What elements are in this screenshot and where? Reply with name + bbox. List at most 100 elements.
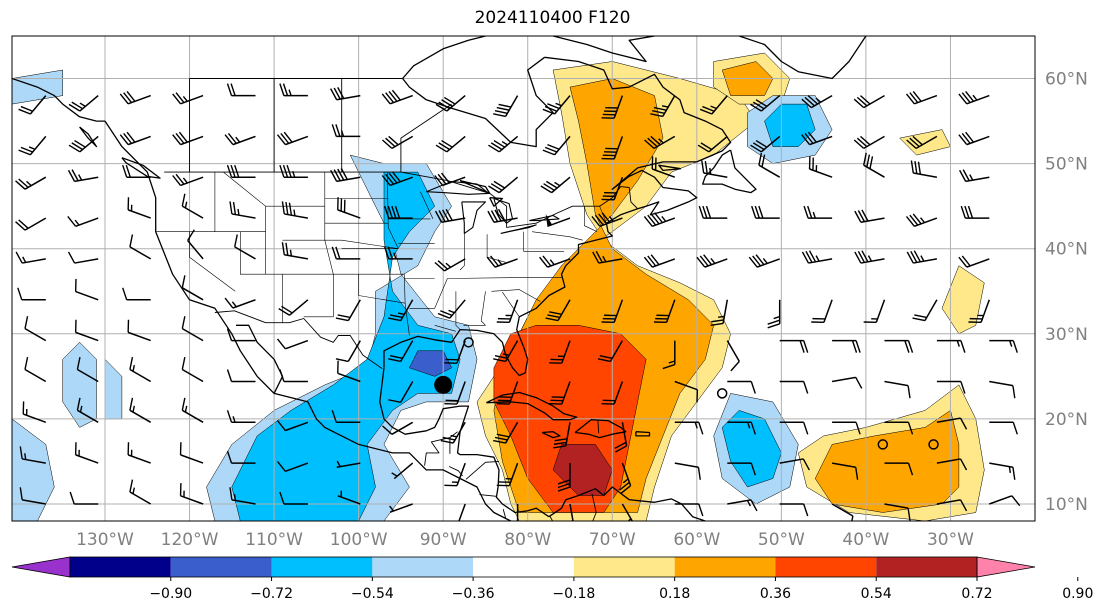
colorbar-segment <box>775 557 877 577</box>
wind-barb <box>591 212 623 228</box>
wind-barb <box>335 299 361 322</box>
coastline <box>635 431 651 437</box>
state-boundary <box>486 234 506 263</box>
colorbar-tick-label: 0.54 <box>861 586 892 602</box>
wind-barb <box>601 136 624 160</box>
wind-barb <box>549 340 571 364</box>
state-boundary <box>303 274 334 318</box>
wind-barb <box>989 462 1016 480</box>
wind-barb <box>337 360 361 383</box>
wind-barb <box>884 339 914 353</box>
wind-barb <box>391 462 414 480</box>
state-boundary <box>434 325 456 332</box>
state-boundary <box>387 172 399 249</box>
wind-barb <box>801 131 833 146</box>
wind-barb <box>549 381 571 405</box>
state-boundary <box>358 274 406 304</box>
wind-barb <box>553 422 571 449</box>
lake-outline <box>500 224 537 234</box>
wind-barb <box>234 234 256 260</box>
wind-barb <box>751 205 780 219</box>
wind-barb <box>726 340 740 372</box>
coastline <box>658 164 681 172</box>
wind-barb <box>281 242 309 260</box>
latitude-tick-label: 60°N <box>1045 70 1088 90</box>
wind-barb <box>336 460 361 469</box>
wind-barb <box>15 176 47 190</box>
colorbar-segment <box>473 557 574 577</box>
wind-barb <box>905 213 938 228</box>
wind-barb <box>181 316 204 342</box>
wind-barb <box>727 462 756 476</box>
wind-barb <box>279 369 308 383</box>
wind-barb <box>24 316 47 342</box>
wind-barb <box>493 340 519 363</box>
longitude-tick-label: 100°W <box>330 530 388 550</box>
country-border <box>424 431 458 466</box>
country-border <box>164 171 638 228</box>
wind-barb <box>906 250 938 264</box>
wind-barb <box>496 381 519 405</box>
wind-barb <box>119 131 151 146</box>
wind-barb <box>699 95 728 115</box>
latitude-tick-label: 40°N <box>1045 240 1088 260</box>
longitude-tick-label: 130°W <box>76 530 134 550</box>
wind-barb <box>444 381 466 405</box>
wind-barb <box>129 479 152 505</box>
country-border <box>479 494 497 497</box>
wind-barb <box>181 356 204 383</box>
wind-barb <box>779 503 809 517</box>
coastline <box>79 126 98 148</box>
wind-barb <box>906 135 938 150</box>
coastline <box>383 56 732 377</box>
wind-barb <box>801 94 833 109</box>
wind-barb <box>281 201 309 219</box>
colorbar-tick-label: 0.72 <box>961 586 992 602</box>
wind-barb <box>226 83 256 97</box>
wind-barb <box>674 462 701 480</box>
wind-barb <box>74 442 99 464</box>
wind-barb <box>276 420 309 432</box>
map-frame <box>11 35 1036 522</box>
wind-barb <box>601 299 624 324</box>
wind-barb <box>129 234 152 260</box>
wind-barb <box>444 462 466 487</box>
lake-outline <box>529 214 560 222</box>
wind-barb <box>384 246 413 260</box>
marker-layer <box>434 337 939 450</box>
wind-barb <box>539 255 571 268</box>
wind-barb <box>905 91 938 105</box>
wind-barb <box>337 197 361 219</box>
colorbar-tick-label: −0.18 <box>552 586 595 602</box>
wind-barb <box>779 339 809 353</box>
wind-barb <box>18 95 47 115</box>
coastline <box>541 431 561 439</box>
wind-barb <box>644 135 676 150</box>
wind-barb <box>335 340 361 363</box>
wind-barb <box>229 487 256 505</box>
wind-barb <box>440 421 466 444</box>
wind-barb <box>381 421 414 435</box>
wind-barb <box>989 380 1016 399</box>
coastline <box>236 324 284 394</box>
wind-barb <box>989 421 1018 435</box>
longitude-tick-label: 60°W <box>673 530 720 550</box>
wind-barb <box>68 135 99 153</box>
wind-barb <box>831 503 854 521</box>
longitude-tick-label: 80°W <box>504 530 551 550</box>
wind-barb <box>24 356 47 383</box>
circle-marker <box>716 388 728 399</box>
wind-barb <box>496 462 519 487</box>
wind-barb <box>831 462 859 480</box>
wind-barb <box>388 299 414 322</box>
state-boundary <box>409 278 448 309</box>
longitude-tick-label: 70°W <box>589 530 636 550</box>
wind-barb <box>331 124 361 138</box>
wind-barb <box>435 95 466 112</box>
wind-barb <box>67 251 99 264</box>
wind-barb <box>19 487 46 505</box>
wind-barb <box>434 172 466 187</box>
wind-barb <box>651 156 676 178</box>
wind-barb <box>74 319 99 342</box>
wind-barb <box>67 215 99 228</box>
